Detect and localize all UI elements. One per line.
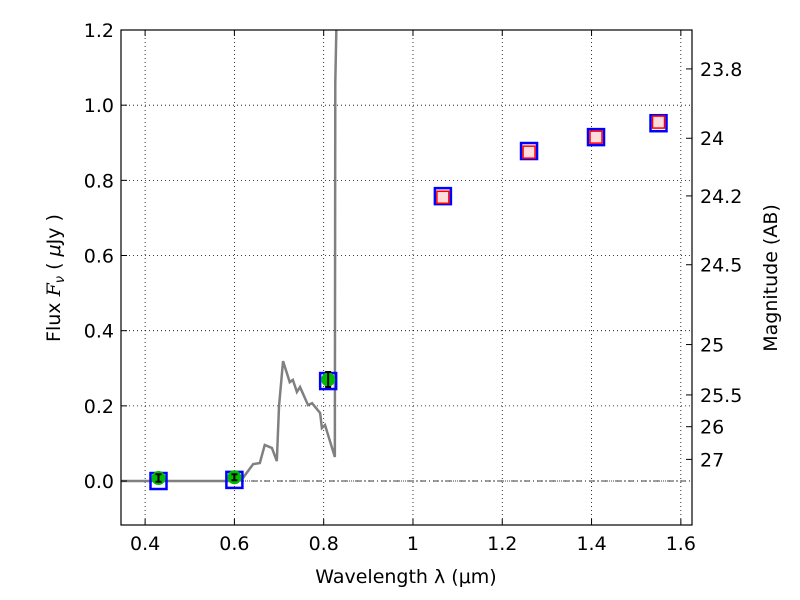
y-axis-label: Flux Fν ( μJy ) <box>43 214 68 342</box>
y-tick-label: 1.2 <box>84 20 114 42</box>
model-photometry-square <box>519 141 539 161</box>
x-tick-label: 1 <box>407 533 419 555</box>
right-tick-label: 27 <box>700 449 724 471</box>
right-tick-label: 24.5 <box>700 255 742 277</box>
model-photometry-square <box>649 113 668 133</box>
error-bar <box>155 473 162 483</box>
plot-area <box>121 30 692 525</box>
right-tick-label: 23.8 <box>700 59 742 81</box>
upper-limit-square <box>522 145 536 159</box>
x-axis-label: Wavelength λ (μm) <box>315 566 496 588</box>
y-tick-label: 0.6 <box>84 246 114 268</box>
right-tick-label: 24 <box>700 128 724 150</box>
x-tick-label: 0.8 <box>309 533 339 555</box>
x-tick-label: 0.4 <box>130 533 160 555</box>
y-tick-label: 1.0 <box>84 95 114 117</box>
upper-limit-square <box>436 190 450 205</box>
spectrum-line <box>121 30 338 483</box>
right-tick-label: 26 <box>700 417 724 439</box>
right-axis-label: Magnitude (AB) <box>760 204 782 352</box>
y-tick-label: 0.2 <box>84 396 114 418</box>
model-photometry-square <box>433 186 453 206</box>
right-tick-label: 25.5 <box>700 385 742 407</box>
y-tick-label: 0.8 <box>84 170 114 192</box>
right-tick-label: 25 <box>700 335 724 357</box>
x-tick-label: 0.6 <box>219 533 249 555</box>
upper-limit-square <box>589 130 603 144</box>
right-tick-label: 24.2 <box>700 186 742 208</box>
y-tick-label: 0.4 <box>84 321 114 343</box>
x-tick-label: 1.4 <box>576 533 606 555</box>
upper-limit-square <box>651 115 666 129</box>
y-tick-label: 0.0 <box>84 471 114 493</box>
error-bar <box>325 371 332 389</box>
error-bar <box>231 473 238 482</box>
model-photometry-square <box>586 127 606 147</box>
plot-frame <box>120 29 693 526</box>
x-tick-label: 1.6 <box>666 533 696 555</box>
x-tick-label: 1.2 <box>487 533 517 555</box>
